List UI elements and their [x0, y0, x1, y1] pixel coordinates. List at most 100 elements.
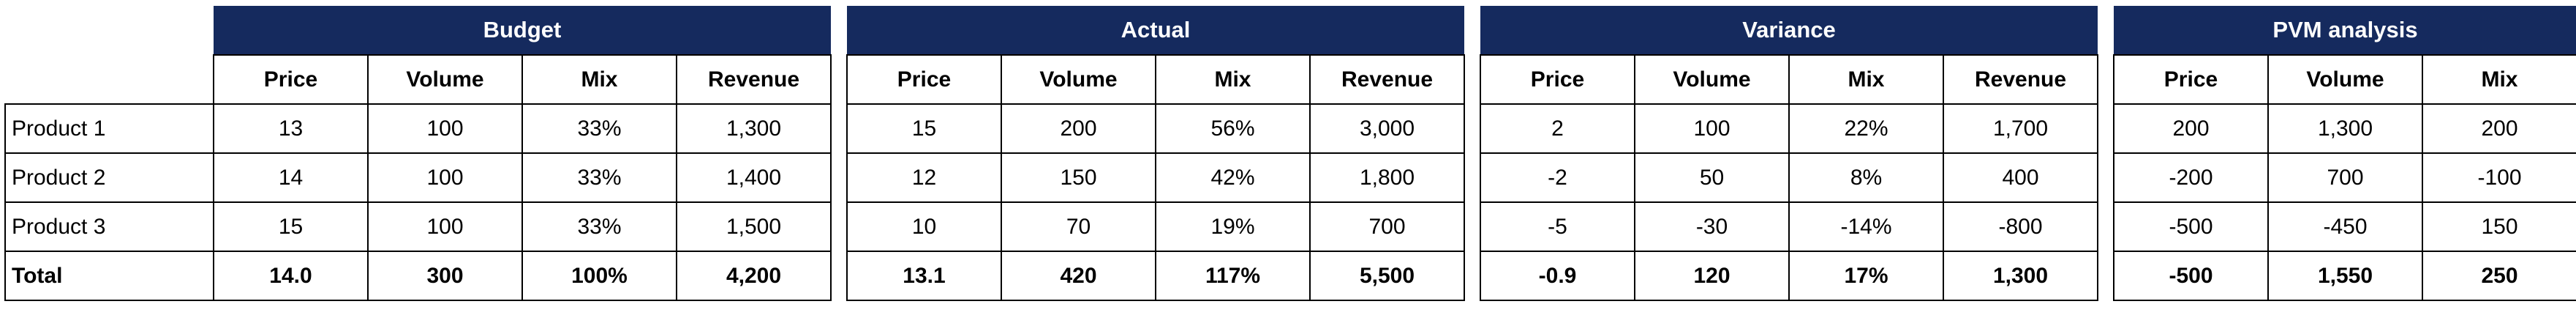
- total-row: 13.1 420 117% 5,500: [846, 251, 1465, 301]
- row-label-product-2: Product 2: [4, 152, 214, 203]
- column-header-price: Price: [1480, 54, 1635, 105]
- table-row: 2 100 22% 1,700: [1480, 103, 2098, 154]
- table-row: 12 150 42% 1,800: [846, 152, 1465, 203]
- data-cell: 700: [2267, 152, 2423, 203]
- column-header-revenue: Revenue: [1309, 54, 1465, 105]
- total-cell: -500: [2113, 251, 2269, 301]
- data-cell: 1,500: [676, 201, 832, 252]
- data-cell: 15: [213, 201, 369, 252]
- data-cell: 33%: [521, 152, 677, 203]
- actual-title: Actual: [847, 6, 1464, 55]
- data-cell: -14%: [1788, 201, 1944, 252]
- table-row: -500 -450 150: [2113, 201, 2576, 252]
- table-row: 200 1,300 200: [2113, 103, 2576, 154]
- data-cell: 700: [1309, 201, 1465, 252]
- table-row: 13 100 33% 1,300: [213, 103, 832, 154]
- row-label-product-3: Product 3: [4, 201, 214, 252]
- row-label-total: Total: [4, 251, 214, 301]
- data-cell: 200: [2422, 103, 2576, 154]
- total-cell: -0.9: [1480, 251, 1635, 301]
- data-cell: 100: [367, 152, 523, 203]
- total-cell: 4,200: [676, 251, 832, 301]
- spacer-cell: [5, 6, 214, 55]
- total-cell: 17%: [1788, 251, 1944, 301]
- data-cell: 3,000: [1309, 103, 1465, 154]
- table-row: 15 100 33% 1,500: [213, 201, 832, 252]
- total-row: 14.0 300 100% 4,200: [213, 251, 832, 301]
- budget-table: Budget Price Volume Mix Revenue 13 100 3…: [213, 6, 832, 301]
- column-header-mix: Mix: [2422, 54, 2576, 105]
- total-cell: 117%: [1155, 251, 1311, 301]
- data-cell: 33%: [521, 103, 677, 154]
- data-cell: 15: [846, 103, 1002, 154]
- data-cell: -2: [1480, 152, 1635, 203]
- total-cell: 300: [367, 251, 523, 301]
- table-row: 10 70 19% 700: [846, 201, 1465, 252]
- data-cell: 1,800: [1309, 152, 1465, 203]
- column-header-mix: Mix: [1155, 54, 1311, 105]
- total-cell: 250: [2422, 251, 2576, 301]
- data-cell: 50: [1634, 152, 1790, 203]
- data-cell: 1,300: [2267, 103, 2423, 154]
- column-header-volume: Volume: [1001, 54, 1156, 105]
- data-cell: 100: [1634, 103, 1790, 154]
- table-row: 14 100 33% 1,400: [213, 152, 832, 203]
- table-row: 15 200 56% 3,000: [846, 103, 1465, 154]
- data-cell: 56%: [1155, 103, 1311, 154]
- total-cell: 1,550: [2267, 251, 2423, 301]
- data-cell: 200: [1001, 103, 1156, 154]
- data-cell: 13: [213, 103, 369, 154]
- data-cell: -30: [1634, 201, 1790, 252]
- budget-title: Budget: [214, 6, 831, 55]
- actual-table: Actual Price Volume Mix Revenue 15 200 5…: [846, 6, 1465, 301]
- pvm-analysis-table: PVM analysis Price Volume Mix 200 1,300 …: [2113, 6, 2576, 301]
- pvm-analysis-report: Product 1 Product 2 Product 3 Total Budg…: [4, 6, 2576, 301]
- pvm-analysis-title: PVM analysis: [2114, 6, 2576, 55]
- data-cell: 2: [1480, 103, 1635, 154]
- data-cell: -500: [2113, 201, 2269, 252]
- data-cell: -100: [2422, 152, 2576, 203]
- data-cell: 8%: [1788, 152, 1944, 203]
- variance-title: Variance: [1480, 6, 2098, 55]
- column-header-revenue: Revenue: [1943, 54, 2098, 105]
- total-cell: 100%: [521, 251, 677, 301]
- total-cell: 1,300: [1943, 251, 2098, 301]
- data-cell: 14: [213, 152, 369, 203]
- data-cell: 150: [2422, 201, 2576, 252]
- data-cell: 200: [2113, 103, 2269, 154]
- data-cell: -800: [1943, 201, 2098, 252]
- data-cell: 42%: [1155, 152, 1311, 203]
- data-cell: 1,300: [676, 103, 832, 154]
- data-cell: -5: [1480, 201, 1635, 252]
- data-cell: 400: [1943, 152, 2098, 203]
- column-header-revenue: Revenue: [676, 54, 832, 105]
- column-header-volume: Volume: [367, 54, 523, 105]
- total-cell: 5,500: [1309, 251, 1465, 301]
- table-row: -200 700 -100: [2113, 152, 2576, 203]
- row-label-product-1: Product 1: [4, 103, 214, 154]
- spacer-cell: [5, 55, 214, 104]
- data-cell: -450: [2267, 201, 2423, 252]
- row-labels-table: Product 1 Product 2 Product 3 Total: [4, 6, 214, 301]
- data-cell: 100: [367, 201, 523, 252]
- column-header-volume: Volume: [2267, 54, 2423, 105]
- column-header-price: Price: [2113, 54, 2269, 105]
- data-cell: 70: [1001, 201, 1156, 252]
- data-cell: 10: [846, 201, 1002, 252]
- data-cell: 19%: [1155, 201, 1311, 252]
- data-cell: 100: [367, 103, 523, 154]
- column-header-volume: Volume: [1634, 54, 1790, 105]
- total-row: -0.9 120 17% 1,300: [1480, 251, 2098, 301]
- column-header-mix: Mix: [1788, 54, 1944, 105]
- data-cell: 22%: [1788, 103, 1944, 154]
- total-cell: 120: [1634, 251, 1790, 301]
- table-row: -5 -30 -14% -800: [1480, 201, 2098, 252]
- column-header-price: Price: [213, 54, 369, 105]
- data-cell: 33%: [521, 201, 677, 252]
- data-cell: -200: [2113, 152, 2269, 203]
- total-row: -500 1,550 250: [2113, 251, 2576, 301]
- total-cell: 13.1: [846, 251, 1002, 301]
- data-cell: 12: [846, 152, 1002, 203]
- table-row: -2 50 8% 400: [1480, 152, 2098, 203]
- data-cell: 1,400: [676, 152, 832, 203]
